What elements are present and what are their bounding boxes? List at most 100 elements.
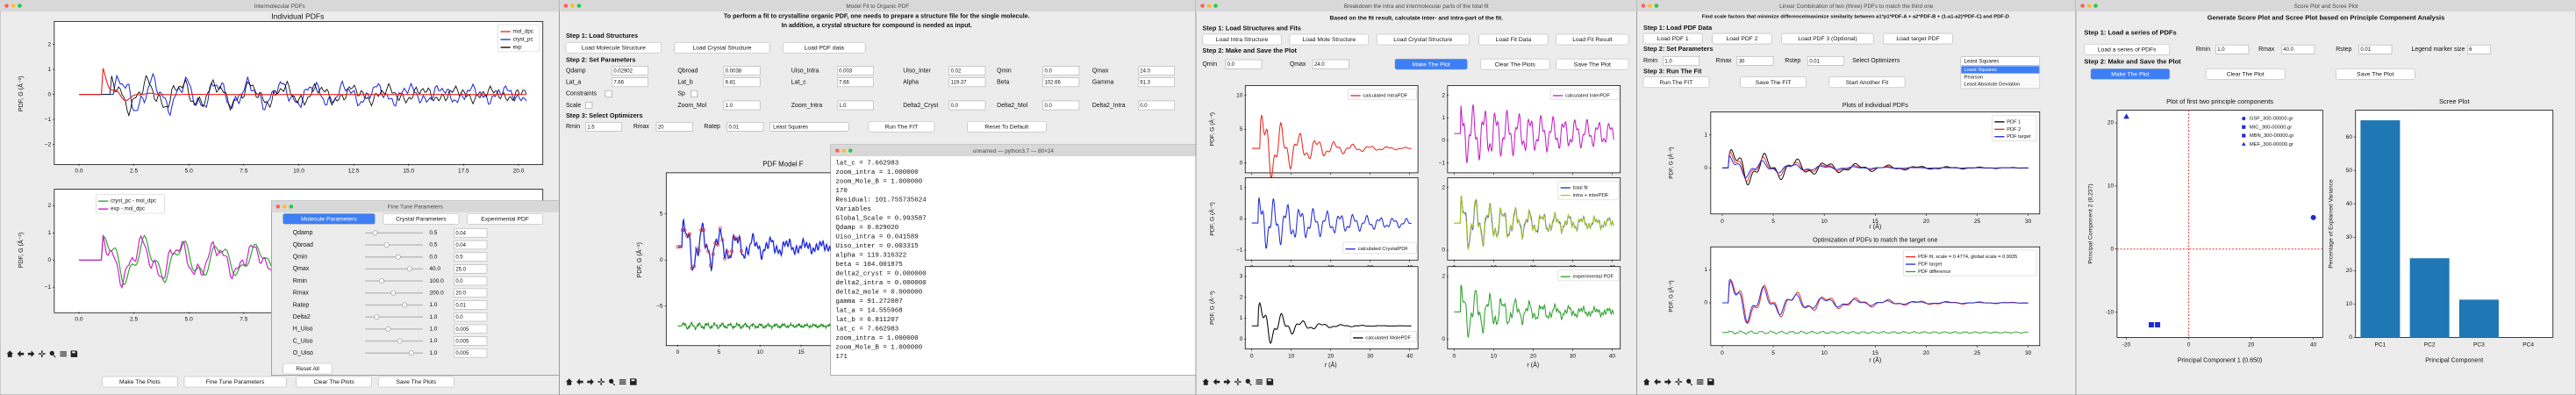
slider-knob[interactable] bbox=[372, 230, 378, 236]
input[interactable] bbox=[454, 300, 488, 310]
toolbar-icon[interactable] bbox=[1245, 378, 1252, 386]
input-value[interactable]: 1.5 bbox=[587, 125, 595, 130]
window-button[interactable] bbox=[4, 4, 9, 8]
button[interactable] bbox=[1642, 76, 1710, 89]
button-label[interactable]: Clear The Plots bbox=[313, 379, 354, 385]
toolbar-icon[interactable] bbox=[1642, 378, 1650, 385]
button-label[interactable]: Clear The Plot bbox=[2227, 72, 2265, 78]
toolbar-icon[interactable] bbox=[565, 378, 573, 385]
window-button[interactable] bbox=[1213, 4, 1218, 8]
slider-knob[interactable] bbox=[406, 266, 412, 272]
button[interactable] bbox=[467, 213, 543, 225]
input[interactable] bbox=[612, 66, 648, 75]
toolbar-icon[interactable] bbox=[1256, 379, 1263, 384]
button-label[interactable]: Make The Plots bbox=[119, 379, 161, 385]
input[interactable] bbox=[1042, 77, 1080, 88]
window-button[interactable] bbox=[576, 4, 582, 8]
toolbar-icon[interactable] bbox=[70, 350, 78, 357]
button[interactable] bbox=[783, 42, 866, 54]
button[interactable] bbox=[377, 376, 454, 388]
input[interactable] bbox=[454, 348, 488, 358]
input-value[interactable]: 0.0038 bbox=[726, 69, 742, 75]
button[interactable] bbox=[283, 363, 333, 375]
input-value[interactable]: 1.0 bbox=[2217, 47, 2225, 53]
input[interactable] bbox=[1312, 59, 1349, 69]
button-label[interactable]: Crystal Parameters bbox=[396, 217, 447, 223]
input[interactable] bbox=[837, 66, 874, 75]
button-label[interactable]: Load PDF 1 bbox=[1657, 36, 1689, 42]
input-value[interactable]: 7.66 bbox=[839, 81, 849, 86]
checkbox[interactable] bbox=[585, 101, 593, 110]
button-label[interactable]: Load Intra Structure bbox=[1216, 37, 1269, 43]
button[interactable] bbox=[183, 376, 287, 388]
toolbar-icon[interactable] bbox=[1266, 378, 1274, 385]
button[interactable] bbox=[1202, 33, 1282, 46]
input-value[interactable]: 0.0 bbox=[1140, 104, 1148, 109]
input-value[interactable]: 1.0 bbox=[726, 104, 733, 109]
input[interactable] bbox=[454, 240, 488, 250]
input-value[interactable]: 0.01 bbox=[455, 303, 466, 308]
button-label[interactable]: Save The Plot bbox=[1574, 61, 1611, 68]
window-button[interactable] bbox=[563, 4, 569, 8]
window-button[interactable] bbox=[1648, 4, 1652, 8]
button[interactable] bbox=[1740, 76, 1807, 89]
window-button[interactable] bbox=[275, 205, 281, 209]
checkbox[interactable] bbox=[605, 90, 612, 97]
slider-knob[interactable] bbox=[374, 314, 380, 320]
menu-item[interactable]: Least Squares bbox=[1964, 68, 1997, 73]
button-label[interactable]: Run The FIT bbox=[885, 125, 919, 131]
input-value[interactable]: 20 bbox=[658, 125, 664, 130]
slider-knob[interactable] bbox=[408, 350, 414, 356]
checkbox[interactable] bbox=[691, 90, 698, 97]
button-label[interactable]: Reset All bbox=[296, 366, 319, 372]
toolbar-icon[interactable] bbox=[1234, 378, 1241, 385]
toolbar-icon[interactable] bbox=[587, 378, 594, 385]
button[interactable] bbox=[1556, 33, 1629, 46]
button[interactable] bbox=[967, 121, 1047, 133]
button[interactable] bbox=[1289, 33, 1370, 46]
button[interactable] bbox=[1556, 58, 1629, 70]
input[interactable] bbox=[1042, 100, 1080, 111]
input-value[interactable]: 20.0 bbox=[455, 291, 466, 297]
menu-item[interactable]: Least Absolute Deviation bbox=[1964, 83, 2021, 88]
toolbar-icon[interactable] bbox=[1707, 378, 1714, 385]
input-value[interactable]: 0.01 bbox=[729, 125, 740, 130]
toolbar-icon[interactable] bbox=[597, 378, 605, 385]
toolbar-icon[interactable] bbox=[1696, 379, 1704, 384]
toolbar-icon[interactable] bbox=[1686, 378, 1693, 386]
input[interactable] bbox=[837, 77, 874, 88]
button-label[interactable]: Load Molecule Structure bbox=[582, 46, 646, 52]
window-button[interactable] bbox=[18, 4, 22, 8]
button[interactable] bbox=[383, 213, 460, 225]
window-button[interactable] bbox=[283, 205, 287, 209]
toolbar-icon[interactable] bbox=[1202, 378, 1210, 385]
button-label[interactable]: Save The Plot bbox=[2357, 72, 2394, 78]
window-button[interactable] bbox=[1200, 4, 1205, 8]
input-value[interactable]: 0.005 bbox=[455, 327, 469, 333]
input[interactable] bbox=[723, 100, 761, 111]
input-value[interactable]: 0.0 bbox=[951, 104, 959, 109]
toolbar-icon[interactable] bbox=[1654, 378, 1661, 385]
input-value[interactable]: 119.37 bbox=[951, 81, 968, 86]
input-value[interactable]: 7.66 bbox=[613, 81, 624, 86]
input-value[interactable]: 0.0 bbox=[455, 315, 463, 320]
input-value[interactable]: 102.66 bbox=[1045, 81, 1062, 86]
button-label[interactable]: Load Crystal Structure bbox=[693, 46, 752, 52]
button-label[interactable]: Load Fit Result bbox=[1572, 37, 1612, 43]
input[interactable] bbox=[726, 122, 764, 132]
toolbar-icon[interactable] bbox=[60, 351, 67, 357]
slider-knob[interactable] bbox=[385, 326, 391, 332]
input[interactable] bbox=[1663, 56, 1699, 66]
button[interactable] bbox=[2335, 68, 2415, 80]
toolbar-icon[interactable] bbox=[17, 350, 25, 357]
input[interactable] bbox=[948, 77, 986, 88]
button[interactable] bbox=[283, 213, 376, 225]
input[interactable] bbox=[454, 264, 488, 274]
input-value[interactable]: 25.0 bbox=[455, 267, 466, 272]
dropdown-value[interactable]: Least Squares bbox=[773, 124, 808, 130]
button[interactable] bbox=[1394, 58, 1468, 70]
input[interactable] bbox=[1807, 56, 1844, 66]
input-value[interactable]: 0.005 bbox=[455, 339, 469, 344]
input-value[interactable]: 1.0 bbox=[839, 104, 847, 109]
input[interactable] bbox=[2215, 44, 2250, 54]
